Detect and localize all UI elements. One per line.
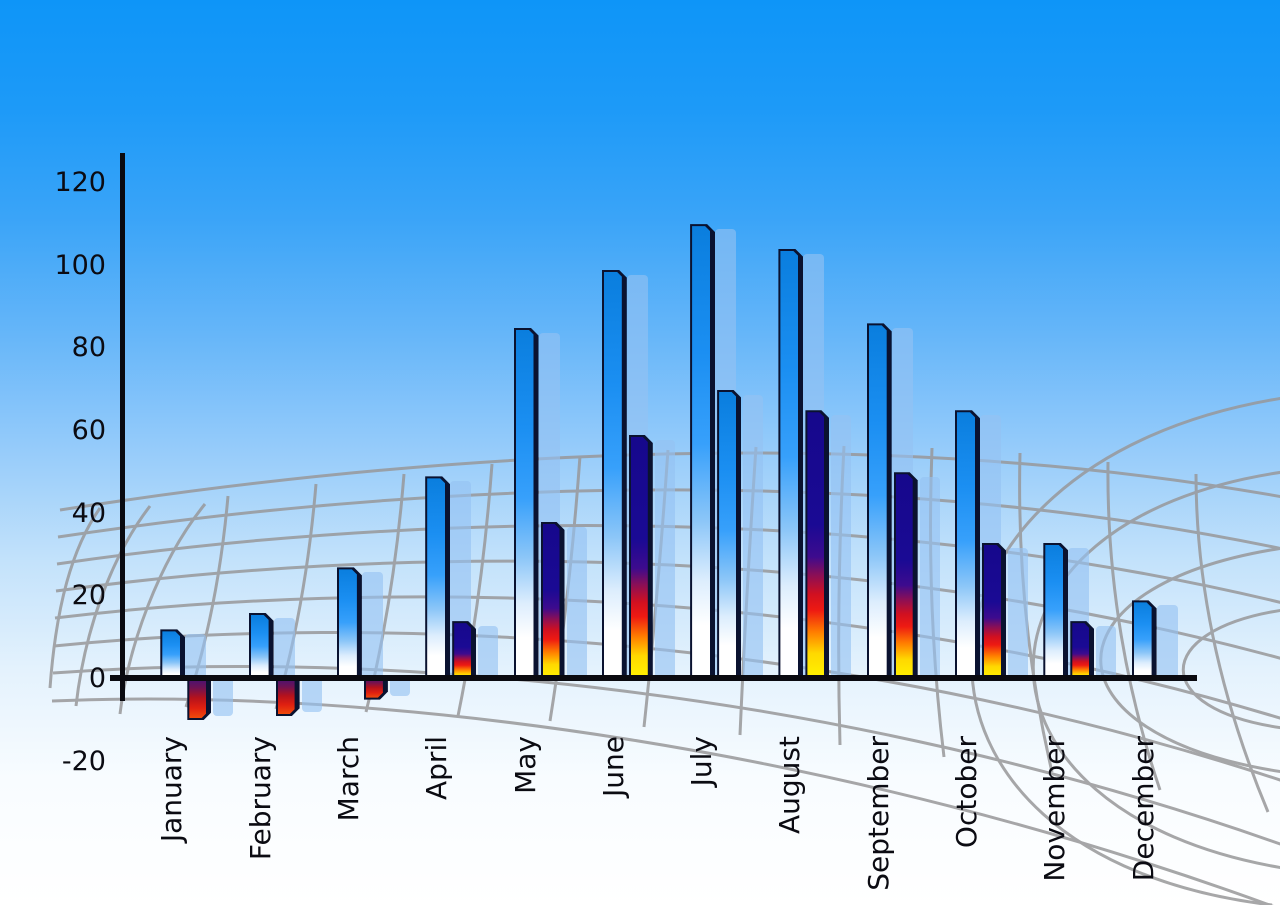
y-tick-100: 100: [54, 249, 106, 281]
bar-October-secondary-shadow: [1008, 547, 1028, 680]
y-tick-120: 120: [54, 166, 106, 198]
bar-August-primary: [778, 249, 803, 680]
bar-September-secondary: [894, 472, 918, 680]
x-label-January: January: [155, 736, 189, 843]
bar-January-primary-shadow: [185, 634, 207, 680]
y-tick-60: 60: [71, 414, 106, 446]
bar-December-primary-shadow: [1156, 605, 1178, 680]
bar-June-secondary-shadow: [654, 440, 675, 680]
bar-April-primary: [425, 476, 450, 680]
bar-October-primary-fill: [957, 412, 975, 680]
bar-March-secondary: [364, 676, 388, 700]
bar-May-secondary: [541, 522, 565, 680]
grid-right-arc: [1031, 470, 1280, 869]
x-label-August: August: [773, 736, 807, 834]
x-label-July: July: [685, 736, 719, 787]
bar-May-primary: [514, 328, 539, 680]
bar-June-secondary-fill: [631, 437, 648, 680]
bar-April-secondary: [452, 621, 476, 680]
bar-October-primary: [955, 410, 980, 680]
bar-March-primary-shadow: [361, 572, 383, 680]
bar-February-primary-fill: [251, 615, 269, 680]
bar-November-primary: [1043, 543, 1068, 680]
bar-March-primary: [337, 567, 362, 680]
bar-April-primary-fill: [427, 478, 445, 680]
x-label-October: October: [950, 736, 983, 849]
grid-right-arc: [1182, 609, 1280, 730]
x-label-February: February: [243, 736, 277, 861]
bar-June-primary-fill: [604, 272, 622, 680]
bar-March-secondary-shadow: [389, 681, 410, 696]
grid-meridian: [74, 505, 152, 707]
bar-July-secondary-shadow: [743, 394, 764, 680]
bar-January-primary-fill: [162, 631, 180, 680]
grid-meridian: [48, 507, 102, 689]
x-axis-line: [110, 675, 1197, 681]
bar-January-primary: [160, 629, 185, 680]
y-tick-80: 80: [71, 332, 106, 364]
bar-January-secondary-shadow: [213, 681, 234, 717]
y-tick-0: 0: [88, 663, 106, 694]
bar-October-secondary-fill: [984, 545, 1001, 680]
grid-meridian: [1106, 461, 1162, 791]
bar-September-primary-fill: [869, 325, 887, 680]
bar-November-secondary-shadow: [1096, 626, 1117, 680]
bar-July-primary-fill: [692, 226, 710, 680]
bar-November-secondary: [1070, 621, 1094, 680]
x-label-September: September: [861, 736, 895, 891]
bar-May-secondary-fill: [543, 524, 560, 680]
bar-December-primary-fill: [1134, 602, 1152, 680]
y-axis-line: [120, 153, 125, 701]
bar-September-secondary-fill: [896, 474, 913, 680]
bar-November-primary-fill: [1045, 545, 1063, 680]
bar-April-secondary-shadow: [478, 626, 499, 680]
bar-February-primary-shadow: [273, 617, 295, 680]
bar-August-primary-fill: [780, 251, 798, 680]
x-label-May: May: [508, 736, 542, 794]
bar-May-primary-fill: [516, 330, 534, 680]
bar-March-primary-fill: [339, 569, 357, 680]
bar-February-secondary: [276, 676, 300, 716]
bar-February-primary: [249, 613, 274, 680]
y-tick-20: 20: [71, 580, 106, 612]
bar-September-primary: [867, 323, 892, 680]
y-tick--20: -20: [61, 745, 106, 777]
bar-January-secondary-fill: [189, 676, 206, 718]
bar-June-primary: [602, 270, 627, 680]
bar-January-secondary: [187, 676, 211, 720]
bar-July-primary: [690, 224, 715, 680]
x-label-December: December: [1126, 736, 1160, 882]
bar-November-secondary-fill: [1072, 623, 1089, 680]
x-label-March: March: [331, 736, 365, 822]
grid-meridian: [456, 463, 494, 717]
bar-March-secondary-fill: [366, 676, 383, 698]
bar-August-secondary-shadow: [831, 415, 852, 680]
bar-July-secondary: [717, 390, 741, 680]
bar-May-secondary-shadow: [566, 526, 587, 680]
bar-September-secondary-shadow: [919, 477, 940, 680]
bar-August-secondary-fill: [807, 412, 824, 680]
x-label-June: June: [596, 736, 630, 797]
x-label-April: April: [420, 736, 454, 800]
bar-October-secondary: [982, 543, 1006, 680]
y-tick-40: 40: [71, 497, 106, 529]
bar-February-secondary-fill: [278, 676, 295, 714]
bar-August-secondary: [805, 410, 829, 680]
x-label-November: November: [1038, 736, 1072, 882]
bar-June-secondary: [629, 435, 653, 680]
bar-February-secondary-shadow: [301, 681, 322, 713]
bar-July-secondary-fill: [719, 392, 736, 680]
grid-latitude: [52, 665, 1280, 846]
bar-December-primary: [1132, 600, 1157, 680]
bar-April-secondary-fill: [454, 623, 471, 680]
